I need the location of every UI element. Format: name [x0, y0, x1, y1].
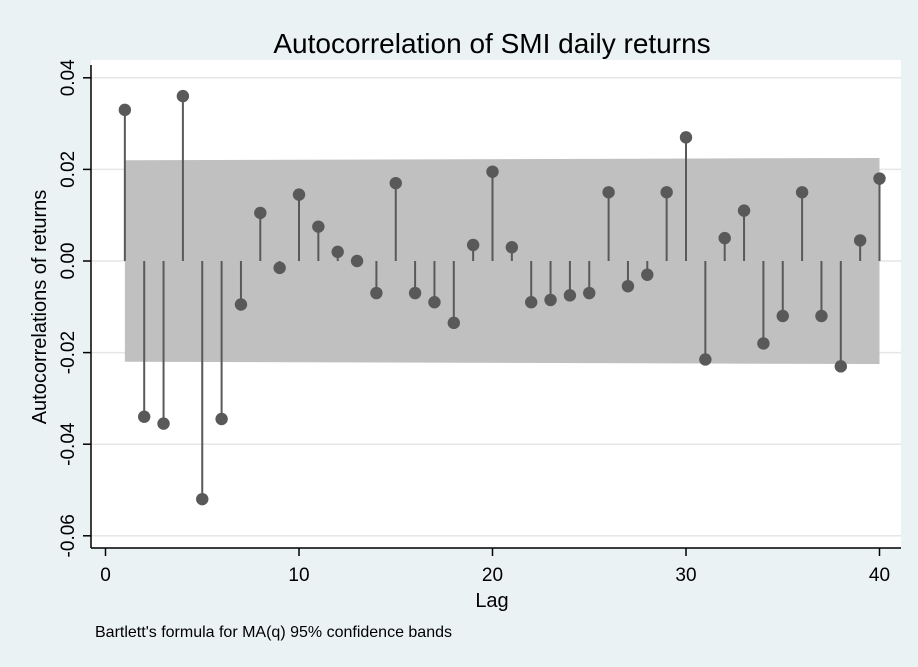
acf-point [408, 286, 422, 300]
acf-point [737, 204, 751, 217]
acf-point [157, 417, 170, 430]
acf-point [331, 245, 344, 259]
acf-point [718, 231, 731, 245]
acf-point [834, 360, 847, 373]
y-axis-label: Autocorrelations of returns [29, 190, 51, 425]
acf-point [853, 234, 867, 247]
acf-point [370, 286, 383, 300]
acf-point [350, 254, 364, 268]
x-tick-label: 30 [675, 565, 696, 586]
acf-point [776, 309, 789, 323]
y-tick-label: 0.02 [58, 151, 79, 188]
acf-point [215, 412, 228, 426]
acf-point [679, 131, 693, 144]
acf-point [873, 172, 886, 185]
confidence-band [124, 157, 880, 365]
acf-point [196, 492, 209, 506]
acf-point [428, 296, 441, 309]
acf-point [795, 186, 809, 199]
acf-point [621, 279, 635, 293]
acf-point [273, 261, 286, 275]
acf-point [312, 220, 325, 233]
acf-point [486, 165, 499, 178]
confidence-band-layer [124, 157, 880, 365]
acf-point [176, 89, 190, 103]
acf-point [757, 337, 770, 350]
acf-point [641, 268, 654, 281]
x-tick-label: 0 [100, 565, 111, 586]
acf-point [505, 241, 519, 254]
y-tick-label: -0.02 [58, 331, 79, 374]
axis-layer: -0.06 -0.04 -0.02 0.00 0.02 0.04 0 10 20 30 40 [58, 59, 901, 586]
stem-layer [118, 89, 886, 506]
y-tick-label: -0.06 [58, 514, 79, 557]
acf-point [138, 410, 151, 423]
acf-point [466, 238, 480, 252]
acf-point [447, 316, 460, 330]
acf-point [815, 309, 828, 323]
y-tick-label: 0.00 [58, 243, 79, 280]
acf-point [389, 176, 402, 190]
acf-point [660, 186, 673, 199]
acf-point [544, 293, 557, 307]
chart-note: Bartlett's formula for MA(q) 95% confide… [95, 624, 452, 641]
acf-point [699, 353, 712, 366]
acf-point [583, 286, 596, 300]
x-tick-label: 20 [482, 565, 503, 586]
acf-point [563, 289, 577, 302]
x-tick-label: 10 [288, 565, 309, 586]
acf-point [602, 186, 615, 199]
acf-point [292, 188, 306, 201]
y-tick-label: 0.04 [58, 59, 79, 96]
acf-point [118, 103, 132, 117]
x-tick-label: 40 [869, 565, 890, 586]
x-axis-label: Lag [475, 590, 508, 612]
y-tick-label: -0.04 [58, 422, 79, 466]
chart-title: Autocorrelation of SMI daily returns [273, 28, 710, 59]
acf-point [525, 296, 538, 309]
acf-point [254, 206, 267, 220]
acf-point [234, 298, 248, 311]
